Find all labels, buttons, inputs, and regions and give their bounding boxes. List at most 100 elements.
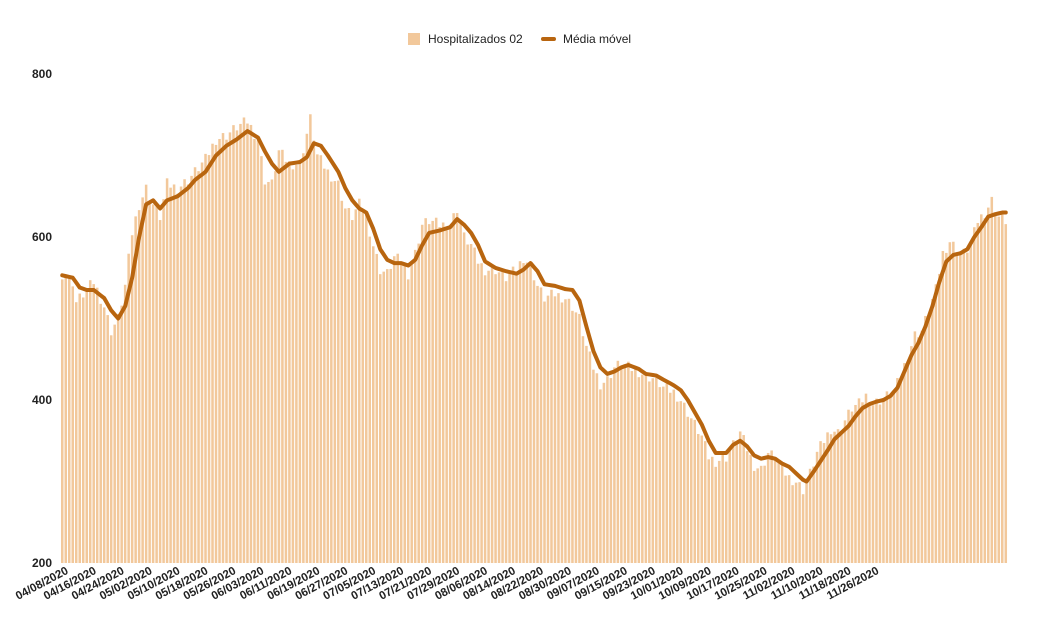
bar (459, 222, 462, 564)
bar (745, 451, 749, 563)
bar (123, 284, 127, 563)
bar (403, 265, 406, 563)
bar (379, 274, 382, 563)
bar (847, 409, 850, 563)
bar (924, 315, 927, 563)
bar (644, 372, 648, 563)
bar (347, 207, 351, 564)
bar (448, 225, 452, 564)
bar (690, 418, 693, 563)
bar (508, 273, 511, 563)
bar (990, 196, 994, 563)
bar (81, 297, 85, 563)
legend: Hospitalizados 02 Média móvel (408, 32, 631, 46)
bar (945, 252, 948, 563)
bar (438, 227, 441, 563)
y-tick-label: 800 (32, 67, 52, 81)
bar (693, 419, 697, 563)
bar (361, 212, 365, 564)
legend-label-hospitalizados-02: Hospitalizados 02 (428, 32, 523, 46)
bar (190, 175, 193, 564)
bar (994, 213, 997, 564)
bar (337, 180, 340, 563)
bar (120, 305, 123, 563)
bar (326, 169, 330, 563)
bar (868, 405, 871, 563)
bar (927, 313, 931, 563)
bar (574, 312, 578, 563)
bar (501, 270, 504, 563)
bar (609, 378, 613, 563)
bar (61, 279, 64, 563)
bar (204, 153, 207, 563)
bar (480, 263, 483, 563)
bar (749, 454, 752, 563)
bar (651, 378, 655, 563)
bar (207, 155, 211, 563)
bar (564, 299, 567, 563)
bar (249, 124, 253, 564)
bar (969, 244, 973, 563)
bar (959, 251, 962, 563)
bar (445, 230, 448, 564)
bar (717, 460, 721, 563)
bar (281, 149, 284, 564)
bar (193, 167, 197, 564)
bar (358, 198, 361, 563)
y-tick-label: 400 (32, 393, 52, 407)
bar (910, 346, 913, 563)
bar (176, 193, 179, 563)
bar (962, 248, 966, 564)
bar (731, 440, 735, 563)
bar (571, 310, 574, 563)
bar (812, 466, 815, 563)
bar (260, 156, 263, 563)
bar (333, 181, 337, 563)
bar (770, 450, 773, 563)
bar (700, 435, 704, 563)
bar (95, 287, 99, 563)
bar (455, 213, 459, 564)
line-series-media-movel (60, 129, 1008, 484)
bar (676, 401, 679, 563)
bar (592, 369, 595, 563)
bar (822, 443, 826, 563)
bar (413, 249, 417, 563)
bar (515, 271, 518, 563)
bar (365, 214, 368, 563)
bar (707, 459, 710, 563)
bar (183, 179, 186, 564)
bar (934, 284, 938, 563)
bar (553, 296, 557, 563)
bar (270, 179, 274, 563)
bar (871, 405, 875, 563)
bar (427, 224, 431, 563)
bar (431, 220, 434, 564)
bar (466, 244, 469, 563)
bar (497, 272, 501, 563)
bar (735, 442, 738, 563)
bar (179, 186, 183, 563)
bar (941, 251, 945, 563)
bar (896, 378, 899, 563)
bar (627, 361, 630, 563)
bar (64, 277, 68, 563)
bar (518, 261, 522, 563)
bar (344, 208, 347, 564)
bar (372, 246, 375, 564)
bar (529, 262, 532, 563)
bar (291, 169, 295, 563)
bar (724, 461, 728, 563)
bar (309, 114, 312, 563)
bar (305, 133, 309, 563)
bar (323, 168, 326, 563)
bar (88, 280, 92, 563)
bar (798, 482, 801, 563)
bar (567, 298, 571, 563)
bar (504, 281, 508, 563)
bar (581, 336, 585, 563)
bar (773, 460, 777, 563)
y-tick-label: 200 (32, 556, 52, 570)
bar (476, 263, 480, 563)
